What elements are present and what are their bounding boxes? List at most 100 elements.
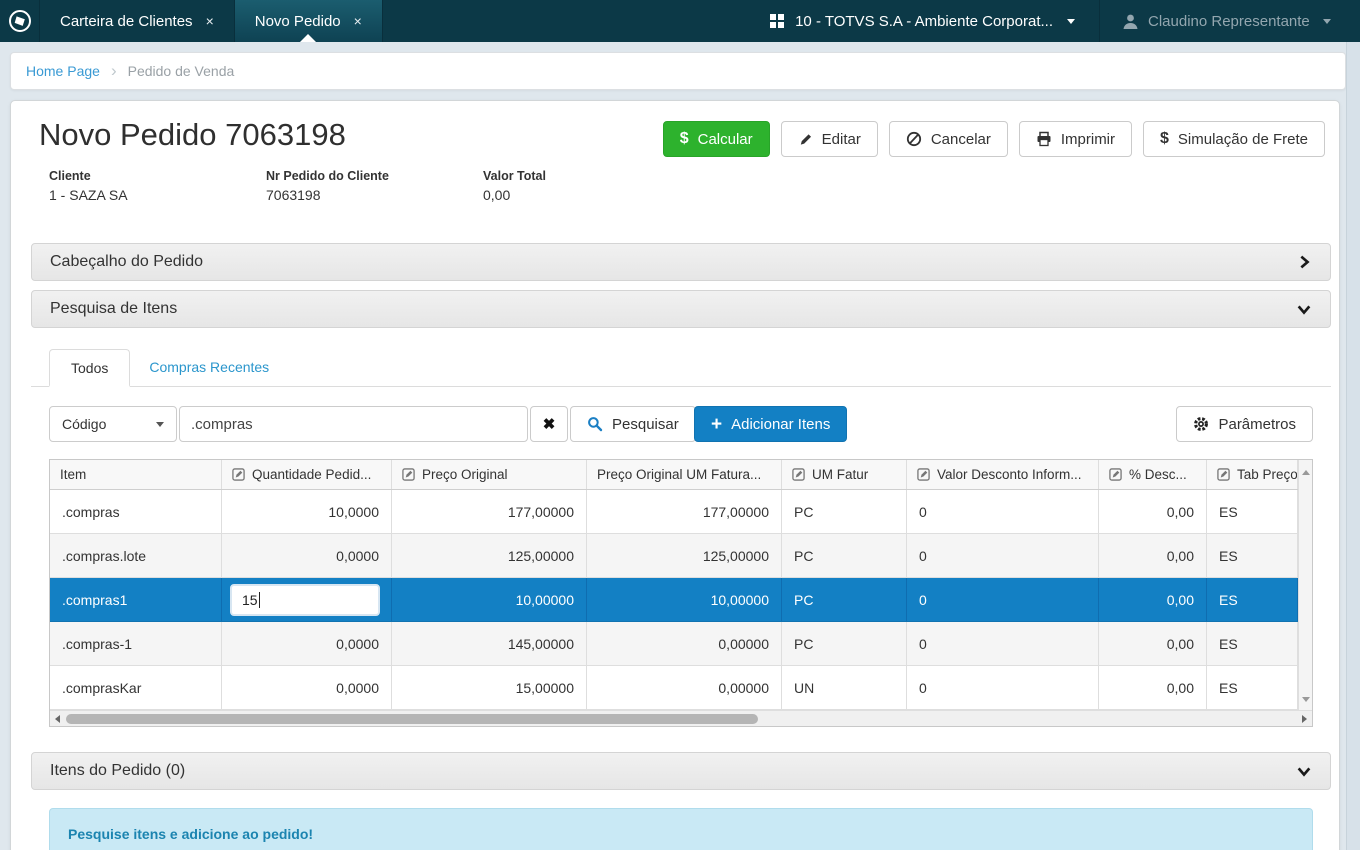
table-row[interactable]: .compras.lote 0,0000 125,00000 125,00000…	[50, 534, 1298, 578]
search-row: Código ✖ Pesquisar + Adicionar Itens Par…	[11, 406, 1339, 442]
column-header-quantidade[interactable]: Quantidade Pedid...	[222, 460, 392, 489]
accordion-itens-do-pedido[interactable]: Itens do Pedido (0)	[31, 752, 1331, 790]
cell-tab-preco[interactable]: ES	[1207, 490, 1298, 533]
cell-preco-original[interactable]: 15,00000	[392, 666, 587, 709]
column-header-valor-desconto[interactable]: Valor Desconto Inform...	[907, 460, 1099, 489]
clear-search-button[interactable]: ✖	[530, 406, 568, 442]
cell-quantidade[interactable]: 0,0000	[222, 666, 392, 709]
company-selector[interactable]: 10 - TOTVS S.A - Ambiente Corporat...	[745, 0, 1099, 42]
cell-tab-preco[interactable]: ES	[1207, 578, 1298, 621]
column-header-perc-desc[interactable]: % Desc...	[1099, 460, 1207, 489]
cell-preco-um: 10,00000	[587, 578, 782, 621]
column-header-preco-original[interactable]: Preço Original	[392, 460, 587, 489]
user-icon	[1122, 13, 1139, 30]
cell-perc-desc[interactable]: 0,00	[1099, 622, 1207, 665]
cancelar-button[interactable]: Cancelar	[889, 121, 1008, 157]
cell-valor-desconto[interactable]: 0	[907, 490, 1099, 533]
cell-valor-desconto[interactable]: 0	[907, 666, 1099, 709]
column-header-tab-preco[interactable]: Tab Preço	[1207, 460, 1298, 489]
cell-quantidade[interactable]: 0,0000	[222, 534, 392, 577]
cell-valor-desconto[interactable]: 0	[907, 578, 1099, 621]
pesquisar-button[interactable]: Pesquisar	[570, 406, 696, 442]
cell-preco-original[interactable]: 10,00000	[392, 578, 587, 621]
totvs-logo[interactable]	[0, 0, 40, 42]
calcular-button[interactable]: $ Calcular	[663, 121, 770, 157]
cell-item: .compras-1	[50, 622, 222, 665]
cell-preco-original[interactable]: 177,00000	[392, 490, 587, 533]
grid-icon	[769, 13, 785, 29]
table-row[interactable]: .compras-1 0,0000 145,00000 0,00000 PC 0…	[50, 622, 1298, 666]
table-horizontal-scrollbar[interactable]	[50, 710, 1312, 726]
page-scrollbar[interactable]	[1346, 0, 1360, 850]
search-input[interactable]	[179, 406, 528, 442]
cell-um-fatur[interactable]: PC	[782, 490, 907, 533]
table-row[interactable]: .comprasKar 0,0000 15,00000 0,00000 UN 0…	[50, 666, 1298, 710]
column-label: Preço Original UM Fatura...	[597, 467, 761, 482]
cell-preco-original[interactable]: 125,00000	[392, 534, 587, 577]
scroll-right-icon[interactable]	[1302, 715, 1307, 723]
close-tab-icon[interactable]: ×	[206, 13, 214, 29]
cell-um-fatur[interactable]: PC	[782, 622, 907, 665]
quantity-input[interactable]: 15	[230, 584, 380, 616]
table-vertical-scrollbar[interactable]	[1298, 460, 1312, 710]
cell-perc-desc[interactable]: 0,00	[1099, 666, 1207, 709]
cell-tab-preco[interactable]: ES	[1207, 622, 1298, 665]
cell-quantidade[interactable]: 0,0000	[222, 622, 392, 665]
column-label: % Desc...	[1129, 467, 1187, 482]
tab-compras-recentes[interactable]: Compras Recentes	[130, 348, 288, 386]
table-row[interactable]: .compras 10,0000 177,00000 177,00000 PC …	[50, 490, 1298, 534]
search-field-selected: Código	[62, 416, 106, 432]
parametros-button[interactable]: Parâmetros	[1176, 406, 1313, 442]
cell-valor-desconto[interactable]: 0	[907, 534, 1099, 577]
cell-preco-um: 0,00000	[587, 622, 782, 665]
cell-preco-um: 177,00000	[587, 490, 782, 533]
editar-button[interactable]: Editar	[781, 121, 878, 157]
search-field-select[interactable]: Código	[49, 406, 177, 442]
tab-todos[interactable]: Todos	[49, 349, 130, 387]
close-tab-icon[interactable]: ×	[354, 13, 362, 29]
cell-perc-desc[interactable]: 0,00	[1099, 490, 1207, 533]
pesquisar-label: Pesquisar	[612, 416, 679, 433]
edit-icon	[402, 468, 415, 481]
user-menu[interactable]: Claudino Representante	[1100, 0, 1360, 42]
field-valor-total: Valor Total 0,00	[483, 169, 546, 203]
company-name: 10 - TOTVS S.A - Ambiente Corporat...	[795, 13, 1053, 30]
scroll-down-icon[interactable]	[1302, 697, 1310, 702]
edit-icon	[1109, 468, 1122, 481]
cell-preco-original[interactable]: 145,00000	[392, 622, 587, 665]
scroll-up-icon[interactable]	[1302, 470, 1310, 475]
user-name: Claudino Representante	[1148, 13, 1310, 30]
column-header-preco-um[interactable]: Preço Original UM Fatura...	[587, 460, 782, 489]
edit-icon	[232, 468, 245, 481]
cell-perc-desc[interactable]: 0,00	[1099, 534, 1207, 577]
cell-um-fatur[interactable]: PC	[782, 578, 907, 621]
cell-um-fatur[interactable]: PC	[782, 534, 907, 577]
simulacao-frete-button[interactable]: $ Simulação de Frete	[1143, 121, 1325, 157]
scroll-left-icon[interactable]	[55, 715, 60, 723]
cell-item: .compras1	[50, 578, 222, 621]
cell-valor-desconto[interactable]: 0	[907, 622, 1099, 665]
table-row-selected[interactable]: .compras1 15 10,00000 10,00000 PC 0 0,00…	[50, 578, 1298, 622]
accordion-label: Pesquisa de Itens	[50, 300, 177, 318]
cell-tab-preco[interactable]: ES	[1207, 666, 1298, 709]
cell-um-fatur[interactable]: UN	[782, 666, 907, 709]
accordion-pesquisa-de-itens[interactable]: Pesquisa de Itens	[31, 290, 1331, 328]
scrollbar-thumb[interactable]	[66, 714, 758, 724]
edit-icon	[917, 468, 930, 481]
column-header-item[interactable]: Item	[50, 460, 222, 489]
simulacao-label: Simulação de Frete	[1178, 131, 1308, 148]
cell-quantidade[interactable]: 10,0000	[222, 490, 392, 533]
field-value: 7063198	[266, 187, 389, 203]
imprimir-button[interactable]: Imprimir	[1019, 121, 1132, 157]
cell-perc-desc[interactable]: 0,00	[1099, 578, 1207, 621]
window-tab-novo-pedido[interactable]: Novo Pedido ×	[235, 0, 383, 42]
column-header-um-fatur[interactable]: UM Fatur	[782, 460, 907, 489]
adicionar-itens-button[interactable]: + Adicionar Itens	[694, 406, 847, 442]
dollar-icon: $	[680, 130, 689, 148]
breadcrumb-home-link[interactable]: Home Page	[26, 63, 100, 79]
gear-icon	[1193, 416, 1209, 432]
window-tab-carteira-de-clientes[interactable]: Carteira de Clientes ×	[40, 0, 235, 42]
column-label: Item	[60, 467, 86, 482]
cell-tab-preco[interactable]: ES	[1207, 534, 1298, 577]
accordion-cabecalho-do-pedido[interactable]: Cabeçalho do Pedido	[31, 243, 1331, 281]
